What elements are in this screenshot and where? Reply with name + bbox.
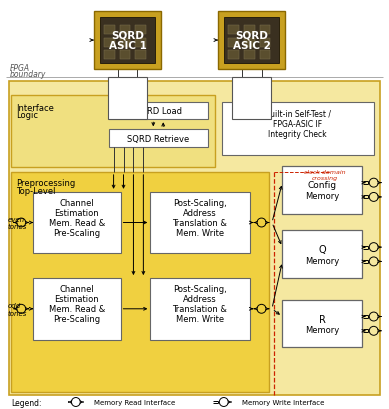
Bar [109, 130, 208, 148]
Text: Memory: Memory [305, 325, 339, 334]
Bar [9, 81, 380, 395]
Bar [150, 192, 250, 254]
Text: clock domain: clock domain [304, 170, 346, 175]
Text: Memory: Memory [305, 192, 339, 201]
Text: even: even [7, 216, 25, 222]
Text: R: R [319, 314, 326, 324]
Bar [33, 192, 121, 254]
Text: Post-Scaling,: Post-Scaling, [173, 285, 227, 294]
Text: odd: odd [7, 302, 21, 308]
Bar [103, 38, 115, 47]
Text: Interface: Interface [16, 103, 54, 112]
Bar [94, 12, 161, 70]
Bar [109, 102, 208, 120]
Text: Mem. Write: Mem. Write [176, 228, 224, 237]
Text: Channel: Channel [60, 199, 94, 208]
Text: Translation &: Translation & [173, 305, 228, 314]
Text: SQRD Load: SQRD Load [135, 107, 182, 116]
Bar [259, 38, 270, 47]
Text: tones: tones [7, 310, 27, 316]
Bar [282, 166, 362, 214]
Text: Integrity Check: Integrity Check [268, 130, 327, 138]
Bar [224, 18, 279, 64]
Text: Legend:: Legend: [11, 398, 42, 407]
Bar [282, 231, 362, 279]
Bar [108, 78, 147, 120]
Bar [33, 279, 121, 340]
Text: ASIC 2: ASIC 2 [233, 41, 270, 51]
Bar [244, 38, 254, 47]
Text: tones: tones [7, 224, 27, 230]
Text: Mem. Read &: Mem. Read & [49, 218, 105, 227]
Bar [228, 38, 239, 47]
Text: boundary: boundary [9, 70, 46, 79]
Bar [135, 38, 146, 47]
Text: Memory: Memory [305, 256, 339, 265]
Text: SQRD: SQRD [111, 30, 144, 40]
Text: Estimation: Estimation [54, 294, 99, 303]
Bar [119, 26, 130, 34]
Bar [244, 52, 254, 60]
Bar [11, 95, 215, 168]
Text: Channel: Channel [60, 285, 94, 294]
Text: FPGA-ASIC IF: FPGA-ASIC IF [273, 119, 322, 128]
Text: SQRD Retrieve: SQRD Retrieve [127, 135, 189, 144]
Bar [150, 279, 250, 340]
Text: Translation &: Translation & [173, 218, 228, 227]
Text: Mem. Write: Mem. Write [176, 315, 224, 324]
Text: Post-Scaling,: Post-Scaling, [173, 199, 227, 208]
Bar [259, 52, 270, 60]
Text: Logic: Logic [16, 111, 38, 120]
Bar [135, 26, 146, 34]
Text: Q: Q [318, 245, 326, 255]
Bar [218, 12, 286, 70]
Text: Pre-Scaling: Pre-Scaling [53, 228, 100, 237]
Bar [244, 26, 254, 34]
Text: Estimation: Estimation [54, 209, 99, 218]
Text: Address: Address [183, 209, 217, 218]
Text: Preprocessing: Preprocessing [16, 178, 75, 187]
Text: ASIC 1: ASIC 1 [109, 41, 146, 51]
Text: Top-Level: Top-Level [16, 187, 56, 196]
Text: Memory Read Interface: Memory Read Interface [94, 399, 175, 405]
Bar [103, 52, 115, 60]
Bar [228, 26, 239, 34]
Bar [259, 26, 270, 34]
Bar [119, 38, 130, 47]
Text: Memory Write Interface: Memory Write Interface [242, 399, 324, 405]
Text: FPGA: FPGA [9, 64, 30, 73]
Text: crossing: crossing [312, 176, 338, 181]
Bar [282, 300, 362, 348]
Bar [135, 52, 146, 60]
Bar [103, 26, 115, 34]
Text: Pre-Scaling: Pre-Scaling [53, 315, 100, 324]
Text: Mem. Read &: Mem. Read & [49, 305, 105, 314]
Bar [11, 173, 270, 392]
Bar [222, 102, 374, 156]
Text: Built-in Self-Test /: Built-in Self-Test / [265, 110, 331, 119]
Bar [232, 78, 272, 120]
Bar [228, 52, 239, 60]
Text: Address: Address [183, 294, 217, 303]
Bar [119, 52, 130, 60]
Text: SQRD: SQRD [235, 30, 268, 40]
Text: Config: Config [308, 181, 336, 190]
Bar [100, 18, 155, 64]
